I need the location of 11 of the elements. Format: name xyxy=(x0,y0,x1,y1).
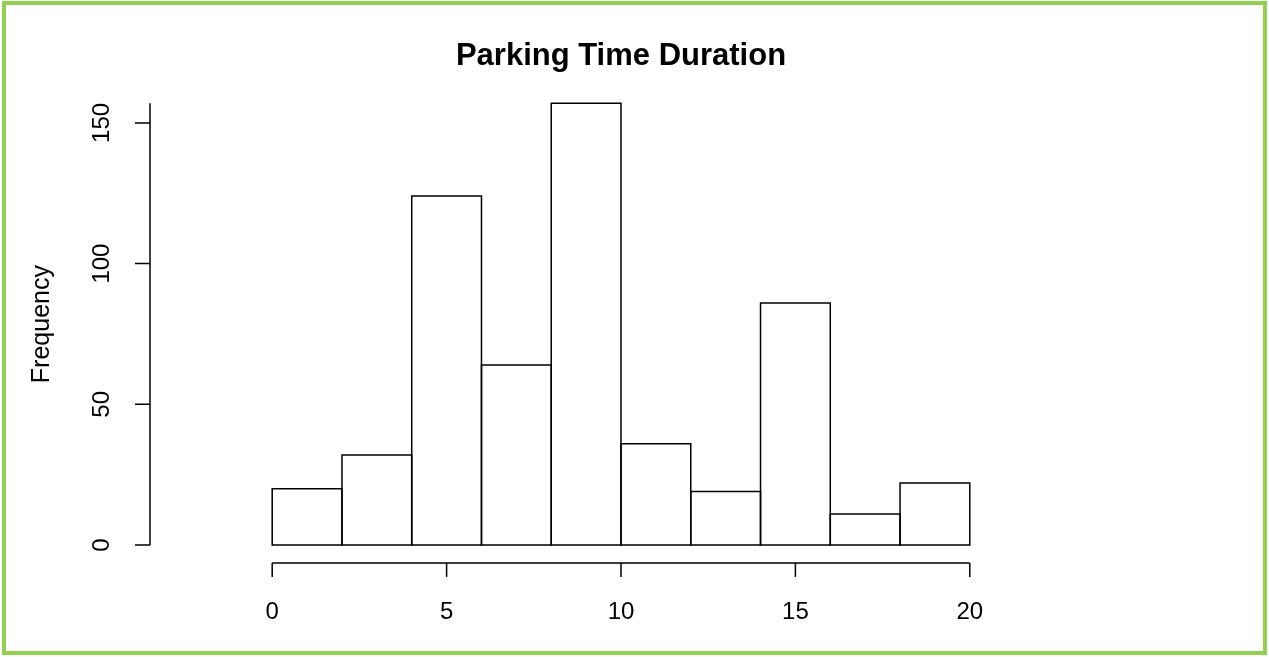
x-tick-label: 0 xyxy=(265,597,279,625)
x-tick-label: 20 xyxy=(956,597,984,625)
x-tick-label: 10 xyxy=(607,597,635,625)
y-tick-label: 0 xyxy=(86,538,114,552)
y-tick-label: 100 xyxy=(86,243,114,284)
chart-title: Parking Time Duration xyxy=(455,37,787,73)
x-tick-label: 15 xyxy=(782,597,809,625)
y-tick-label: 50 xyxy=(86,390,114,418)
y-axis-title: Frequency xyxy=(25,264,54,384)
x-tick-label: 5 xyxy=(439,597,454,625)
y-tick-label: 150 xyxy=(86,102,114,143)
